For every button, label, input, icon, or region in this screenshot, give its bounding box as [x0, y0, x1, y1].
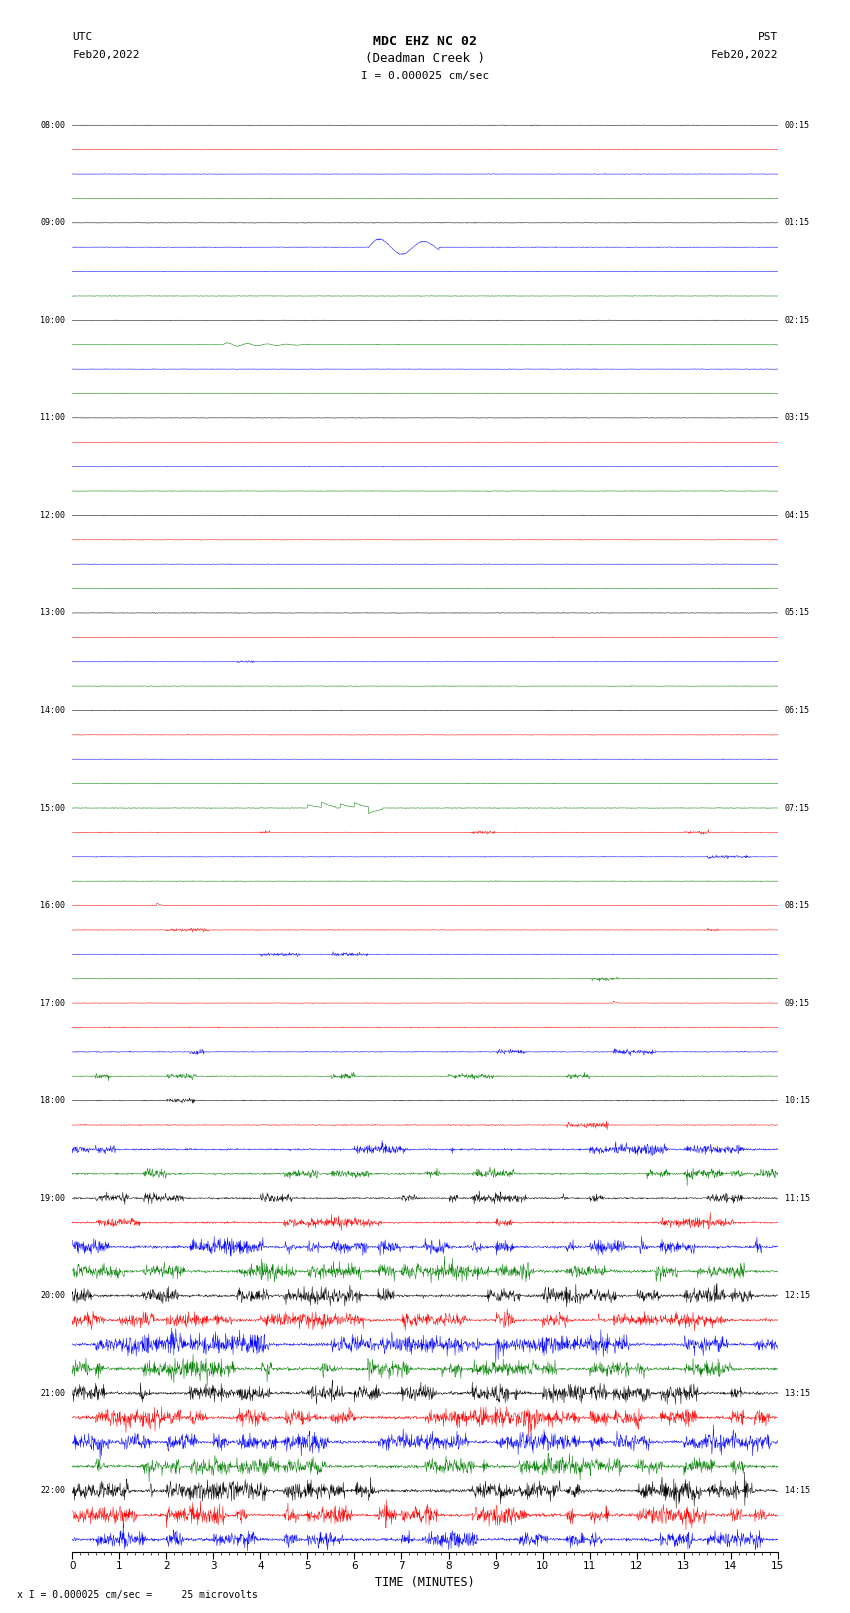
Text: 12:15: 12:15 — [785, 1290, 810, 1300]
Text: 00:15: 00:15 — [785, 121, 810, 129]
Text: 07:15: 07:15 — [785, 803, 810, 813]
Text: 17:00: 17:00 — [40, 998, 65, 1008]
Text: MDC EHZ NC 02: MDC EHZ NC 02 — [373, 35, 477, 48]
Text: 05:15: 05:15 — [785, 608, 810, 618]
Text: 14:15: 14:15 — [785, 1486, 810, 1495]
Text: x I = 0.000025 cm/sec =     25 microvolts: x I = 0.000025 cm/sec = 25 microvolts — [17, 1590, 258, 1600]
Text: 06:15: 06:15 — [785, 706, 810, 715]
Text: 21:00: 21:00 — [40, 1389, 65, 1398]
Text: 19:00: 19:00 — [40, 1194, 65, 1203]
Text: Feb20,2022: Feb20,2022 — [711, 50, 778, 60]
Text: PST: PST — [757, 32, 778, 42]
Text: 15:00: 15:00 — [40, 803, 65, 813]
Text: 13:00: 13:00 — [40, 608, 65, 618]
Text: 22:00: 22:00 — [40, 1486, 65, 1495]
Text: 04:15: 04:15 — [785, 511, 810, 519]
Text: 12:00: 12:00 — [40, 511, 65, 519]
Text: 18:00: 18:00 — [40, 1097, 65, 1105]
Text: 20:00: 20:00 — [40, 1290, 65, 1300]
Text: Feb20,2022: Feb20,2022 — [72, 50, 139, 60]
Text: UTC: UTC — [72, 32, 93, 42]
X-axis label: TIME (MINUTES): TIME (MINUTES) — [375, 1576, 475, 1589]
Text: 03:15: 03:15 — [785, 413, 810, 423]
Text: 14:00: 14:00 — [40, 706, 65, 715]
Text: 11:15: 11:15 — [785, 1194, 810, 1203]
Text: 01:15: 01:15 — [785, 218, 810, 227]
Text: 09:00: 09:00 — [40, 218, 65, 227]
Text: 08:00: 08:00 — [40, 121, 65, 129]
Text: 02:15: 02:15 — [785, 316, 810, 324]
Text: (Deadman Creek ): (Deadman Creek ) — [365, 52, 485, 65]
Text: 13:15: 13:15 — [785, 1389, 810, 1398]
Text: 08:15: 08:15 — [785, 902, 810, 910]
Text: 09:15: 09:15 — [785, 998, 810, 1008]
Text: 10:15: 10:15 — [785, 1097, 810, 1105]
Text: 16:00: 16:00 — [40, 902, 65, 910]
Text: I = 0.000025 cm/sec: I = 0.000025 cm/sec — [361, 71, 489, 81]
Text: 10:00: 10:00 — [40, 316, 65, 324]
Text: 11:00: 11:00 — [40, 413, 65, 423]
